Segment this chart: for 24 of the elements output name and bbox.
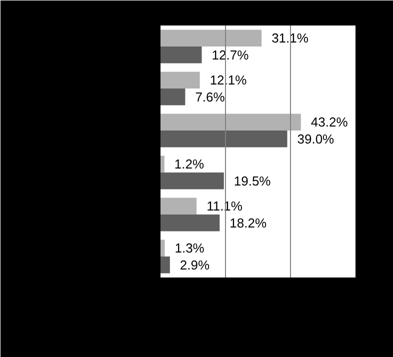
- data-label: 12.1%: [210, 72, 248, 88]
- data-label: 31.1%: [272, 30, 309, 46]
- bar: [160, 156, 164, 172]
- bar: [160, 30, 262, 46]
- data-label: 18.2%: [230, 215, 267, 230]
- data-label: 12.7%: [212, 47, 250, 62]
- bar: [160, 46, 202, 64]
- data-label: 39.0%: [297, 131, 335, 146]
- data-label: 1.3%: [174, 240, 205, 256]
- bar: [160, 130, 288, 148]
- data-label: 43.2%: [310, 114, 348, 130]
- bar: [160, 198, 197, 214]
- data-label: 7.6%: [195, 89, 226, 104]
- bar: [160, 256, 170, 274]
- bar: [160, 114, 301, 130]
- bar: [160, 72, 200, 88]
- bar: [160, 240, 165, 256]
- data-label: 2.9%: [180, 257, 210, 272]
- data-label: 1.2%: [174, 156, 204, 172]
- bar: [160, 88, 186, 106]
- data-label: 19.5%: [234, 173, 272, 188]
- bar: [160, 214, 220, 232]
- data-label: 11.1%: [206, 198, 243, 214]
- bar: [160, 172, 224, 190]
